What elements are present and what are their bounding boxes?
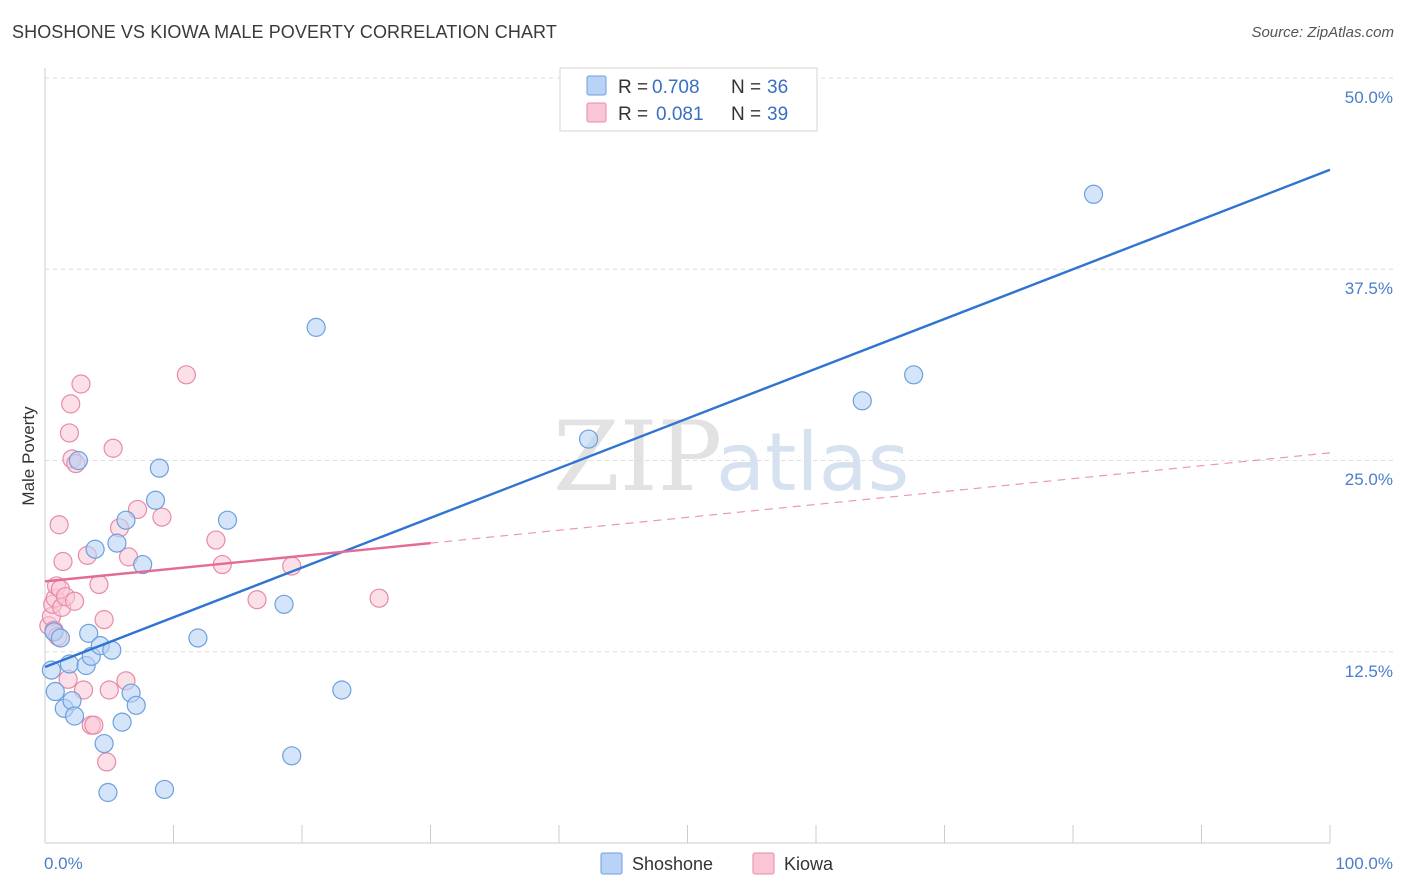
y-axis-label: Male Poverty	[19, 406, 38, 506]
legend-r-label-shoshone: R =	[618, 77, 648, 98]
data-points	[39, 168, 1331, 803]
legend-n-value-kiowa: 39	[767, 104, 788, 125]
x-tick-label-min: 0.0%	[44, 854, 83, 873]
point-kiowa-33	[176, 365, 196, 385]
point-kiowa-34	[206, 530, 226, 550]
series-legend: Shoshone Kiowa	[600, 852, 834, 875]
point-kiowa-22	[84, 715, 104, 735]
stats-legend: R = 0.708 N = 36 R = 0.081 N = 39	[559, 67, 818, 132]
point-kiowa-27	[103, 438, 123, 458]
point-shoshone-14	[94, 733, 114, 754]
point-kiowa-36	[247, 590, 267, 610]
y-tick-label-37-5: 37.5%	[1345, 279, 1393, 298]
point-shoshone-26	[188, 628, 208, 648]
point-shoshone-29	[282, 746, 302, 766]
y-tick-label-12-5: 12.5%	[1345, 662, 1393, 681]
point-shoshone-25	[154, 779, 175, 800]
axes	[44, 68, 1331, 844]
trend-line-shoshone	[44, 168, 1331, 669]
point-kiowa-10	[53, 551, 73, 572]
point-shoshone-35	[1083, 184, 1104, 204]
source-credit: Source: ZipAtlas.com	[1251, 24, 1394, 41]
point-shoshone-15	[98, 782, 118, 803]
legend-r-label-kiowa: R =	[618, 104, 648, 125]
trend-lines	[430, 452, 1331, 544]
watermark: ZIP atlas	[553, 401, 909, 513]
legend-r-value-shoshone: 0.708	[652, 77, 700, 98]
point-shoshone-30	[306, 317, 326, 337]
watermark-atlas: atlas	[716, 416, 909, 509]
legend-n-label-shoshone: N =	[731, 77, 761, 98]
legend-n-value-shoshone: 36	[767, 77, 788, 98]
grid-lines	[45, 77, 1393, 653]
y-tick-label-50: 50.0%	[1345, 88, 1393, 107]
point-kiowa-18	[71, 374, 91, 394]
point-shoshone-12	[85, 539, 105, 559]
legend-swatch-kiowa	[586, 102, 607, 123]
point-shoshone-27	[217, 510, 238, 530]
point-shoshone-28	[274, 594, 294, 614]
x-tick-label-max: 100.0%	[1335, 854, 1393, 873]
point-shoshone-24	[149, 458, 169, 478]
point-kiowa-25	[97, 752, 117, 772]
point-shoshone-10	[79, 623, 99, 643]
bottom-legend-label-kiowa: Kiowa	[784, 854, 834, 874]
point-shoshone-34	[904, 365, 924, 385]
trend-line-kiowa-extension	[430, 452, 1331, 544]
legend-swatch-shoshone	[586, 75, 607, 96]
point-kiowa-16	[64, 591, 85, 611]
bottom-legend-swatch-shoshone	[600, 852, 623, 875]
watermark-zip: ZIP	[553, 401, 722, 513]
point-shoshone-19	[116, 510, 136, 530]
point-kiowa-24	[94, 610, 114, 630]
point-shoshone-2	[45, 681, 65, 702]
point-kiowa-14	[61, 394, 81, 414]
point-shoshone-8	[68, 450, 89, 471]
point-shoshone-7	[64, 706, 85, 726]
point-shoshone-3	[50, 628, 71, 648]
point-shoshone-18	[112, 712, 132, 732]
point-shoshone-33	[852, 391, 872, 411]
y-tick-label-25: 25.0%	[1345, 470, 1393, 489]
chart-title: SHOSHONE VS KIOWA MALE POVERTY CORRELATI…	[12, 22, 557, 42]
point-shoshone-21	[126, 695, 146, 715]
point-shoshone-17	[107, 533, 127, 553]
point-shoshone-31	[332, 680, 352, 700]
bottom-legend-swatch-kiowa	[752, 852, 775, 875]
point-kiowa-7	[49, 515, 69, 535]
legend-n-label-kiowa: N =	[731, 104, 761, 125]
point-kiowa-26	[99, 680, 119, 700]
point-shoshone-32	[578, 429, 599, 449]
point-kiowa-23	[89, 574, 109, 595]
trend-line-kiowa	[44, 541, 431, 583]
point-kiowa-13	[59, 423, 80, 443]
legend-r-value-kiowa: 0.081	[656, 104, 704, 125]
point-kiowa-32	[152, 507, 172, 527]
point-shoshone-22	[133, 554, 153, 575]
bottom-legend-label-shoshone: Shoshone	[632, 854, 713, 874]
point-shoshone-23	[145, 490, 166, 510]
point-kiowa-38	[369, 588, 389, 608]
